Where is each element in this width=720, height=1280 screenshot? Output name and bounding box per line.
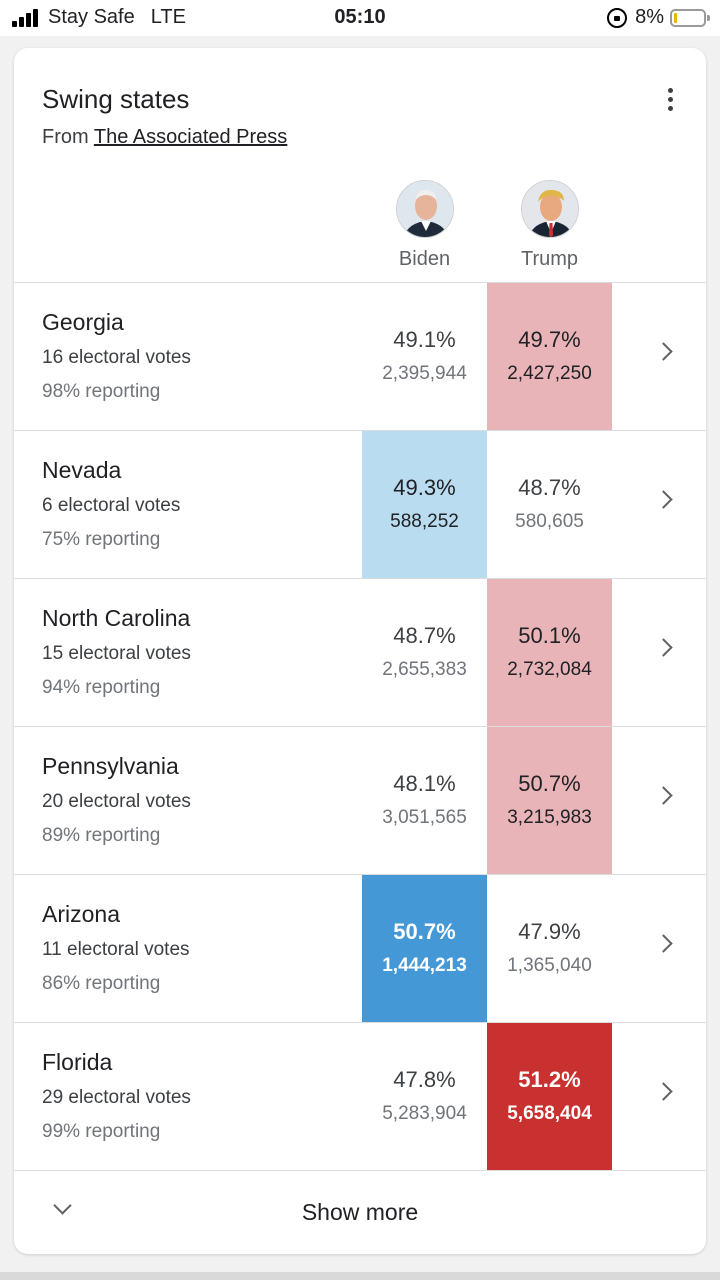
reporting: 99% reporting (42, 1121, 161, 1142)
chevron-right-icon[interactable] (654, 490, 673, 509)
state-row-nevada[interactable]: Nevada 6 electoral votes 75% reporting 4… (14, 430, 706, 578)
electoral-votes: 6 electoral votes (42, 495, 181, 516)
show-more-button[interactable]: Show more (14, 1170, 706, 1254)
biden-result: 49.3% 588,252 (362, 431, 487, 578)
trump-result: 50.7% 3,215,983 (487, 727, 612, 874)
show-more-label: Show more (301, 1199, 419, 1225)
state-name: North Carolina (42, 605, 191, 631)
trump-result: 49.7% 2,427,250 (487, 283, 612, 430)
electoral-votes: 29 electoral votes (42, 1087, 191, 1108)
state-name: Florida (42, 1049, 113, 1075)
biden-votes: 2,655,383 (382, 659, 467, 680)
state-row-florida[interactable]: Florida 29 electoral votes 99% reporting… (14, 1022, 706, 1170)
clock: 05:10 (334, 6, 386, 28)
state-row-pennsylvania[interactable]: Pennsylvania 20 electoral votes 89% repo… (14, 726, 706, 874)
trump-percent: 49.7% (518, 327, 581, 352)
state-name: Arizona (42, 901, 120, 927)
trump-result: 51.2% 5,658,404 (487, 1023, 612, 1170)
signal-icon (12, 8, 40, 27)
biden-percent: 49.1% (393, 327, 456, 352)
electoral-votes: 11 electoral votes (42, 939, 190, 960)
biden-percent: 47.8% (393, 1067, 456, 1092)
state-row-north-carolina[interactable]: North Carolina 15 electoral votes 94% re… (14, 578, 706, 726)
state-name: Nevada (42, 457, 122, 483)
chevron-right-icon[interactable] (654, 934, 673, 953)
reporting: 94% reporting (42, 677, 161, 698)
trump-percent: 51.2% (518, 1067, 581, 1092)
battery-icon (670, 8, 710, 27)
state-row-georgia[interactable]: Georgia 16 electoral votes 98% reporting… (14, 282, 706, 430)
trump-percent: 50.7% (518, 771, 581, 796)
trump-votes: 2,732,084 (507, 659, 592, 680)
chevron-right-icon[interactable] (654, 342, 673, 361)
trump-votes: 2,427,250 (507, 363, 592, 384)
electoral-votes: 15 electoral votes (42, 643, 191, 664)
trump-avatar (520, 180, 579, 238)
reporting: 89% reporting (42, 825, 161, 846)
candidate-trump: Trump (487, 180, 612, 271)
chevron-right-icon[interactable] (654, 1082, 673, 1101)
trump-percent: 48.7% (518, 475, 581, 500)
source-link[interactable]: The Associated Press (93, 126, 288, 148)
rotation-lock-icon (607, 7, 628, 28)
bottom-edge (0, 1272, 720, 1280)
biden-result: 47.8% 5,283,904 (362, 1023, 487, 1170)
more-options-icon[interactable] (668, 88, 674, 112)
biden-percent: 48.1% (393, 771, 456, 796)
trump-votes: 5,658,404 (507, 1103, 592, 1124)
biden-votes: 588,252 (390, 511, 459, 532)
chevron-right-icon[interactable] (654, 786, 673, 805)
chevron-right-icon[interactable] (654, 638, 673, 657)
candidate-biden: Biden (362, 180, 487, 271)
biden-votes: 2,395,944 (382, 363, 467, 384)
battery-percent: 8% (635, 6, 664, 28)
card-source: From The Associated Press (42, 126, 287, 149)
trump-percent: 47.9% (518, 919, 581, 944)
trump-result: 47.9% 1,365,040 (487, 875, 612, 1022)
candidate-name-biden: Biden (398, 248, 451, 270)
carrier-name: Stay Safe (48, 6, 135, 28)
biden-percent: 50.7% (393, 919, 456, 944)
reporting: 75% reporting (42, 529, 161, 550)
biden-votes: 3,051,565 (382, 807, 467, 828)
state-name: Georgia (42, 309, 124, 335)
network-type: LTE (150, 6, 186, 28)
biden-percent: 48.7% (393, 623, 456, 648)
states-list: Georgia 16 electoral votes 98% reporting… (14, 282, 706, 1170)
trump-result: 48.7% 580,605 (487, 431, 612, 578)
trump-result: 50.1% 2,732,084 (487, 579, 612, 726)
trump-percent: 50.1% (518, 623, 581, 648)
biden-votes: 5,283,904 (382, 1103, 467, 1124)
biden-result: 48.7% 2,655,383 (362, 579, 487, 726)
electoral-votes: 20 electoral votes (42, 791, 191, 812)
state-row-arizona[interactable]: Arizona 11 electoral votes 86% reporting… (14, 874, 706, 1022)
biden-result: 50.7% 1,444,213 (362, 875, 487, 1022)
trump-votes: 1,365,040 (507, 955, 592, 976)
trump-votes: 580,605 (515, 511, 584, 532)
biden-result: 48.1% 3,051,565 (362, 727, 487, 874)
source-prefix: From (42, 126, 89, 148)
electoral-votes: 16 electoral votes (42, 347, 191, 368)
status-bar: Stay Safe LTE 05:10 8% (0, 0, 720, 36)
candidate-name-trump: Trump (520, 248, 579, 270)
biden-percent: 49.3% (393, 475, 456, 500)
trump-votes: 3,215,983 (507, 807, 592, 828)
state-name: Pennsylvania (42, 753, 179, 779)
card-title: Swing states (42, 84, 190, 114)
biden-votes: 1,444,213 (382, 955, 467, 976)
reporting: 86% reporting (42, 973, 161, 994)
swing-states-card: Swing states From The Associated Press B… (14, 48, 706, 1254)
biden-result: 49.1% 2,395,944 (362, 283, 487, 430)
biden-avatar (395, 180, 454, 238)
reporting: 98% reporting (42, 381, 161, 402)
